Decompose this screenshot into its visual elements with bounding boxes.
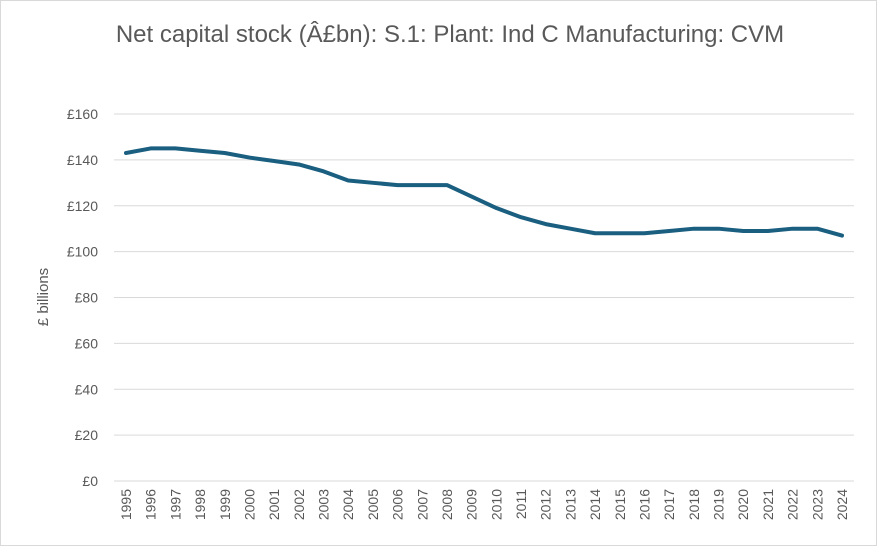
x-tick-label: 2020 xyxy=(735,489,751,520)
y-tick-label: £0 xyxy=(82,473,98,489)
x-tick-label: 2014 xyxy=(587,489,603,520)
x-tick-label: 2023 xyxy=(809,489,825,520)
x-tick-label: 2006 xyxy=(390,489,406,520)
x-tick-label: 2021 xyxy=(760,489,776,520)
y-tick-label: £120 xyxy=(67,198,98,214)
x-tick-label: 2002 xyxy=(291,489,307,520)
x-tick-label: 2008 xyxy=(439,489,455,520)
x-tick-label: 2018 xyxy=(686,489,702,520)
x-tick-label: 2011 xyxy=(513,489,529,519)
x-tick-label: 2019 xyxy=(711,489,727,520)
x-tick-label: 2016 xyxy=(636,489,652,520)
x-tick-label: 2015 xyxy=(612,489,628,520)
x-tick-label: 2001 xyxy=(266,489,282,520)
x-tick-label: 2012 xyxy=(538,489,554,520)
x-tick-label: 2007 xyxy=(414,489,430,520)
y-tick-label: £60 xyxy=(75,335,99,351)
chart-title: Net capital stock (Â£bn): S.1: Plant: In… xyxy=(115,21,785,48)
x-tick-label: 2017 xyxy=(661,489,677,520)
x-tick-label: 2004 xyxy=(340,489,356,520)
x-tick-label: 2024 xyxy=(834,489,850,520)
x-tick-label: 1995 xyxy=(118,489,134,520)
y-tick-label: £100 xyxy=(67,244,98,260)
y-tick-label: £140 xyxy=(67,152,98,168)
y-axis-label: £ billions xyxy=(35,268,52,326)
x-tick-label: 2005 xyxy=(365,489,381,520)
y-tick-label: £160 xyxy=(67,106,98,122)
x-tick-label: 2003 xyxy=(316,489,332,520)
x-tick-label: 2000 xyxy=(241,489,257,520)
series-line xyxy=(124,146,844,238)
x-tick-label: 2010 xyxy=(488,489,504,520)
x-tick-label: 1998 xyxy=(192,489,208,520)
y-tick-label: £40 xyxy=(75,381,99,397)
y-tick-label: £80 xyxy=(75,290,99,306)
x-tick-label: 1999 xyxy=(217,489,233,520)
x-tick-label: 2009 xyxy=(464,489,480,520)
x-tick-label: 1997 xyxy=(167,489,183,520)
x-tick-label: 2013 xyxy=(562,489,578,520)
y-tick-label: £20 xyxy=(75,427,99,443)
x-tick-label: 2022 xyxy=(785,489,801,520)
x-tick-label: 1996 xyxy=(143,489,159,520)
